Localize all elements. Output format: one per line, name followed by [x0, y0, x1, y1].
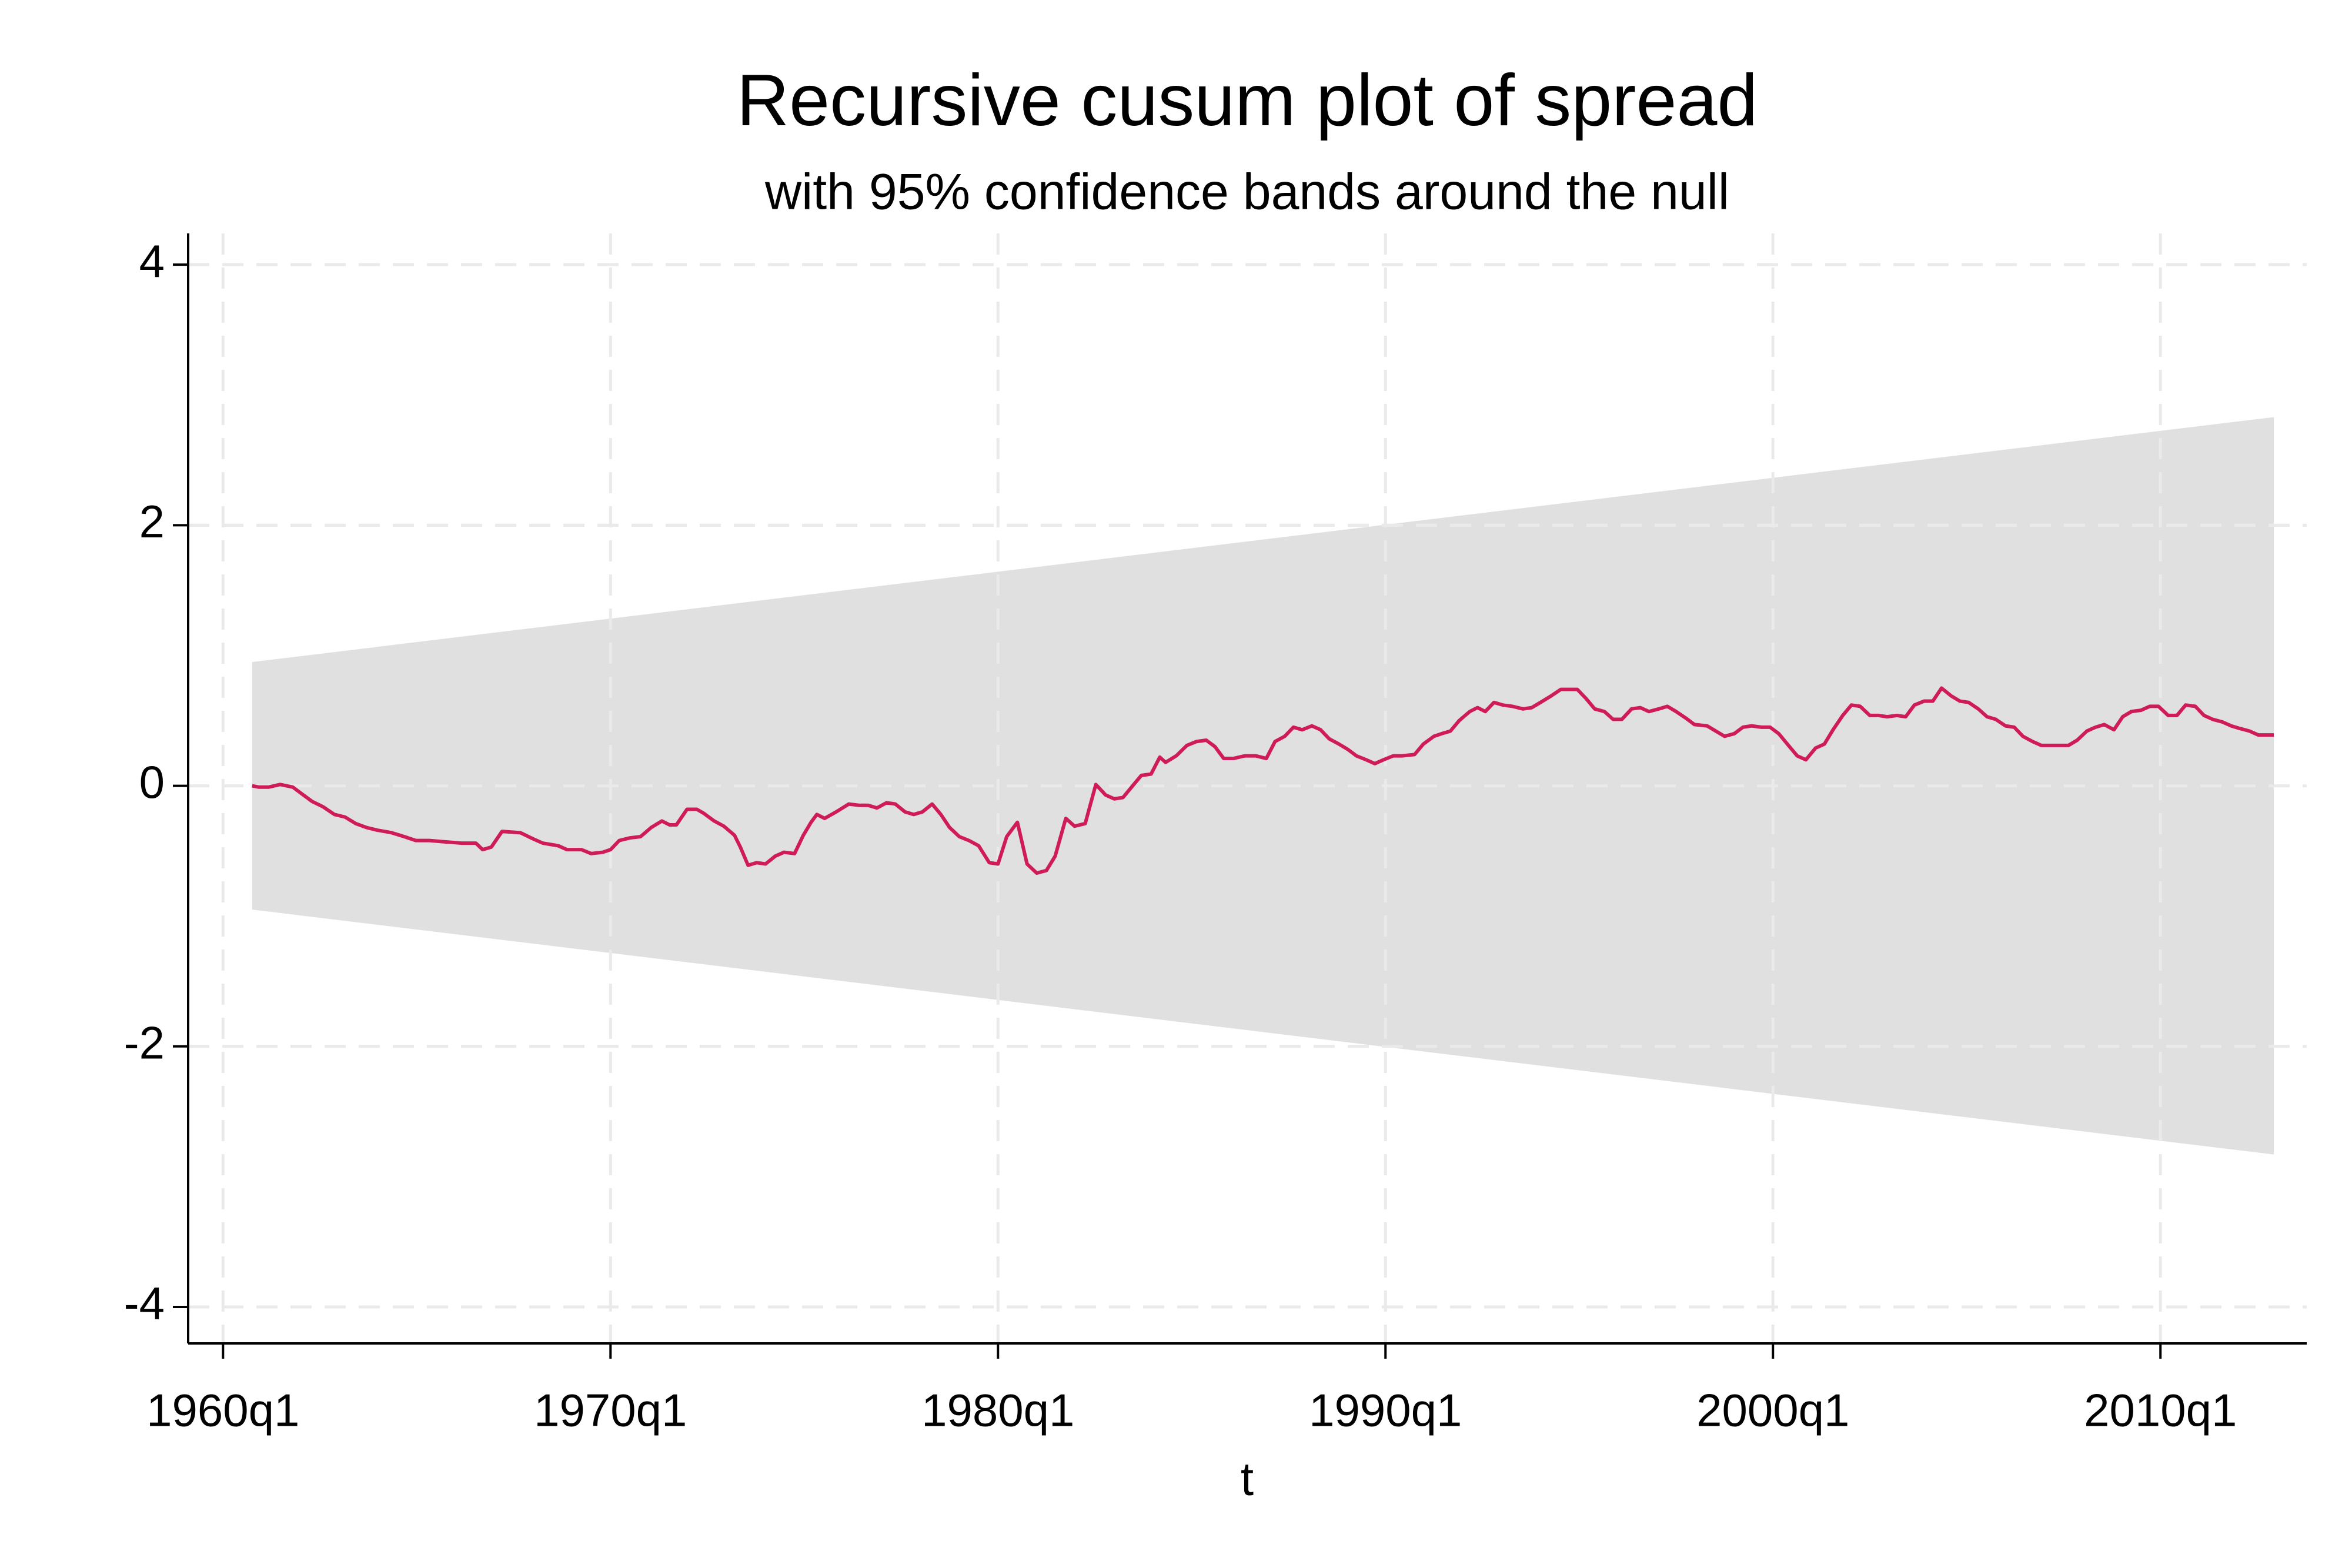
- y-tick-label: -4: [124, 1278, 165, 1329]
- x-tick-label: 1990q1: [1309, 1385, 1462, 1436]
- x-tick-label: 2000q1: [1696, 1385, 1849, 1436]
- x-tick-label: 1960q1: [146, 1385, 299, 1436]
- y-tick-label: 2: [139, 496, 165, 547]
- y-tick-label: 0: [139, 756, 165, 808]
- x-tick-label: 2010q1: [2084, 1385, 2237, 1436]
- chart-title: Recursive cusum plot of spread: [737, 60, 1758, 141]
- x-tick-label: 1970q1: [534, 1385, 687, 1436]
- chart-subtitle: with 95% confidence bands around the nul…: [764, 164, 1729, 220]
- x-tick-label: 1980q1: [921, 1385, 1074, 1436]
- y-tick-label: -2: [124, 1017, 165, 1068]
- y-tick-label: 4: [139, 235, 165, 287]
- x-axis-title: t: [1241, 1453, 1254, 1505]
- cusum-line: [252, 686, 2274, 875]
